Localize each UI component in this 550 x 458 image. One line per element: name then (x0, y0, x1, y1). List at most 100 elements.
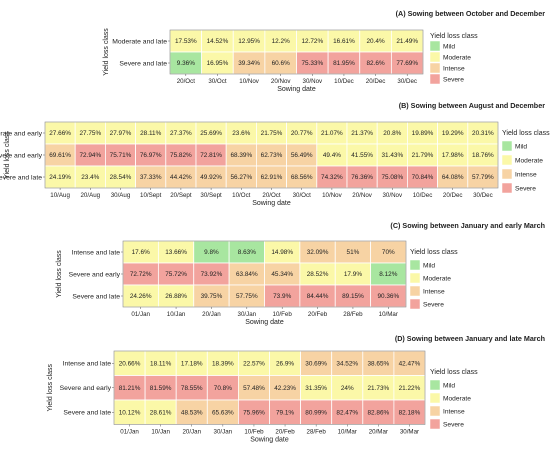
x-tick-label: 10/Feb (244, 429, 264, 436)
cell-value: 81.95% (333, 60, 355, 67)
cell-value: 75.96% (243, 409, 265, 416)
cell-value: 28.54% (110, 174, 132, 181)
x-tick-label: 10/Nov (239, 78, 260, 85)
cell-value: 45.34% (271, 271, 293, 278)
cell-value: 10.12% (119, 409, 141, 416)
cell-value: 9.36% (177, 60, 195, 67)
cell-value: 48.53% (181, 409, 203, 416)
cell-value: 76.97% (140, 152, 162, 159)
x-tick-label: 10/Oct (232, 192, 251, 199)
cell-value: 14.52% (207, 38, 229, 45)
x-tick-label: 20/Feb (308, 311, 328, 318)
cell-value: 73.92% (201, 271, 223, 278)
cell-value: 68.56% (291, 174, 313, 181)
heatmap-cell (206, 350, 239, 376)
cell-value: 42.23% (274, 385, 296, 392)
cell-value: 62.91% (261, 174, 283, 181)
cell-value: 82.47% (336, 409, 358, 416)
cell-value: 70.84% (412, 174, 434, 181)
cell-value: 82.6% (367, 60, 385, 67)
legend-label: Intense (515, 172, 537, 179)
x-tick-label: 30/Jan (238, 311, 257, 318)
cell-value: 78.55% (181, 385, 203, 392)
row-label: Severe and early (0, 152, 43, 159)
x-tick-label: 10/Aug (50, 192, 70, 199)
cell-value: 44.42% (170, 174, 192, 181)
legend-swatch (429, 40, 441, 52)
legend-swatch (409, 298, 421, 310)
cell-value: 23.4% (81, 174, 99, 181)
legend-label: Severe (443, 77, 464, 84)
legend-swatch (429, 392, 441, 404)
legend-swatch (501, 154, 513, 166)
cell-value: 65.63% (212, 409, 234, 416)
cell-value: 9.8% (204, 249, 219, 256)
cell-value: 22.57% (243, 360, 265, 367)
y-axis-title: Yield loss class (47, 363, 54, 411)
cell-value: 30.69% (305, 360, 327, 367)
x-tick-label: 10/Jan (151, 429, 170, 436)
heatmap-cell (331, 350, 364, 376)
legend-title: Yield loss class (430, 369, 478, 376)
x-axis-title: Sowing date (277, 86, 316, 93)
panel-frame (122, 240, 407, 308)
cell-value: 18.39% (212, 360, 234, 367)
legend-swatch (429, 62, 441, 74)
x-axis-title: Sowing date (245, 319, 284, 326)
cell-value: 63.84% (236, 271, 258, 278)
x-tick-label: 30/Mar (400, 429, 419, 436)
cell-value: 17.9% (344, 271, 362, 278)
cell-value: 75.33% (301, 60, 323, 67)
cell-value: 20.8% (383, 130, 401, 137)
heatmap-panel-3: (C) Sowing between January and early Mar… (56, 221, 545, 326)
legend-label: Intense (443, 409, 465, 416)
cell-value: 27.66% (49, 130, 71, 137)
cell-value: 81.59% (150, 385, 172, 392)
cell-value: 69.61% (49, 152, 71, 159)
heatmap-panel-4: (D) Sowing between January and late Marc… (47, 334, 545, 444)
cell-value: 57.79% (472, 174, 494, 181)
cell-value: 16.61% (333, 38, 355, 45)
cell-value: 31.43% (381, 152, 403, 159)
x-axis-title: Sowing date (252, 200, 291, 207)
row-label: Severe and late (63, 410, 111, 417)
cell-value: 24% (341, 385, 354, 392)
cell-value: 37.33% (140, 174, 162, 181)
x-tick-label: 20/Nov (271, 78, 292, 85)
x-tick-label: 10/Mar (338, 429, 357, 436)
cell-value: 34.52% (336, 360, 358, 367)
cell-value: 27.37% (170, 130, 192, 137)
row-label: Severe and early (60, 385, 112, 392)
cell-value: 68.39% (230, 152, 252, 159)
cell-value: 20.66% (119, 360, 141, 367)
row-label: Severe and late (72, 293, 120, 300)
legend-swatch (429, 379, 441, 391)
cell-value: 56.49% (291, 152, 313, 159)
cell-value: 23.6% (232, 130, 250, 137)
legend-swatch (409, 259, 421, 271)
legend-label: Intense (423, 289, 445, 296)
legend-swatch (409, 272, 421, 284)
legend-label: Intense (443, 66, 465, 73)
cell-value: 17.98% (442, 152, 464, 159)
legend-label: Moderate (515, 158, 543, 165)
cell-value: 72.94% (79, 152, 101, 159)
cell-value: 28.11% (140, 130, 162, 137)
cell-value: 24.26% (130, 293, 152, 300)
cell-value: 80.99% (305, 409, 327, 416)
legend-label: Moderate (443, 396, 471, 403)
cell-value: 72.81% (200, 152, 222, 159)
x-tick-label: 30/Oct (293, 192, 312, 199)
row-label: Moderate and late (112, 38, 167, 45)
x-tick-label: 20/Aug (80, 192, 100, 199)
x-tick-label: 30/Oct (208, 78, 227, 85)
cell-value: 14.98% (271, 249, 293, 256)
cell-value: 19.29% (442, 130, 464, 137)
heatmap-cell (237, 350, 270, 376)
row-label: Moderate and early (0, 130, 43, 137)
cell-value: 41.55% (351, 152, 373, 159)
cell-value: 21.75% (261, 130, 283, 137)
cell-value: 21.37% (351, 130, 373, 137)
x-tick-label: 20/Oct (262, 192, 281, 199)
legend-swatch (429, 73, 441, 85)
